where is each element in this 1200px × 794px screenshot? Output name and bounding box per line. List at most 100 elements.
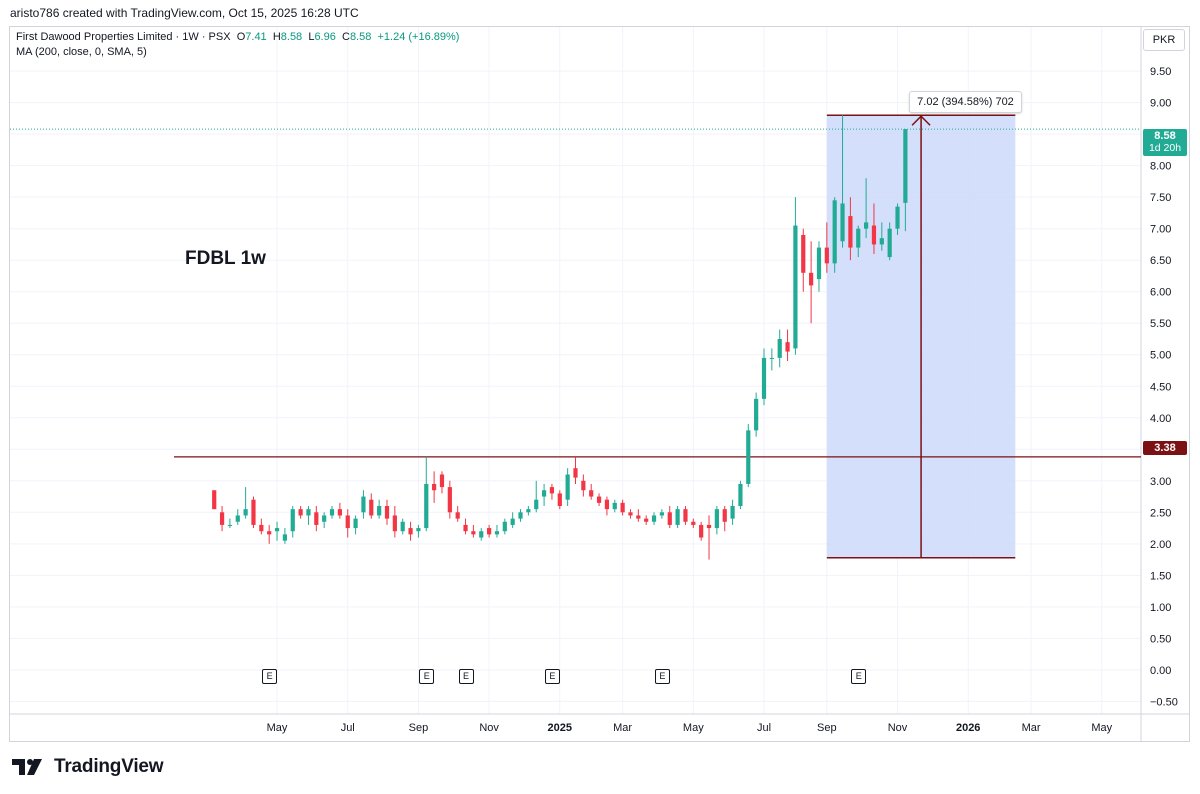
level-price-tag: 3.38 — [1143, 441, 1187, 455]
candle-body — [235, 515, 240, 522]
candle-body — [487, 528, 492, 535]
price-tick-label: 4.00 — [1150, 413, 1171, 425]
candle-body — [298, 509, 303, 516]
currency-button[interactable]: PKR — [1143, 29, 1185, 51]
candle-body — [329, 509, 335, 516]
candle-body — [565, 474, 570, 500]
time-axis-labels: May Jul Sep Nov 2025 Mar May Jul Sep Nov 2026 Mar Ma… — [267, 722, 1113, 734]
time-tick-label: Mar — [613, 722, 632, 734]
price-tick-label: 0.50 — [1150, 633, 1171, 645]
candle-body — [502, 521, 507, 532]
horizontal-level-line — [10, 128, 1141, 458]
candle-body — [219, 512, 225, 525]
bar-countdown: 1d 20h — [1148, 142, 1182, 154]
time-tick-label: Jul — [757, 722, 771, 734]
candle-body — [824, 247, 829, 264]
candle-body — [581, 480, 586, 491]
candle-body — [903, 129, 908, 203]
candle-body — [314, 512, 319, 525]
high-label: H — [272, 31, 281, 43]
earnings-marker[interactable]: E — [262, 669, 278, 684]
candle-body — [251, 499, 256, 525]
earnings-marker[interactable]: E — [544, 669, 560, 684]
low-label: L — [308, 31, 315, 43]
candle-body — [714, 509, 719, 529]
open-value: 7.41 — [245, 31, 267, 43]
earnings-marker[interactable]: E — [654, 669, 670, 684]
candle-body — [589, 490, 594, 497]
price-tick-label: 7.00 — [1150, 224, 1171, 236]
candle-body — [510, 518, 515, 525]
price-tick-label: 2.00 — [1150, 539, 1171, 551]
chart-title[interactable]: FDBL 1w — [185, 248, 266, 269]
earnings-marker[interactable]: E — [851, 669, 867, 684]
tradingview-logo[interactable]: TradingView — [12, 756, 164, 778]
candle-body — [636, 515, 641, 519]
candle-body — [596, 496, 602, 503]
candle-body — [416, 528, 421, 532]
candle-body — [879, 238, 884, 245]
candle-body — [738, 483, 743, 507]
time-tick-label: 2026 — [956, 722, 980, 734]
time-tick-label: May — [267, 722, 288, 734]
candle-body — [777, 338, 782, 358]
candle-body — [557, 493, 562, 507]
last-price-tag: 8.58 1d 20h — [1143, 129, 1187, 156]
candle-body — [455, 512, 460, 519]
price-tick-label: 7.50 — [1150, 192, 1171, 204]
price-tick-label: 6.50 — [1150, 255, 1171, 267]
candle-body — [494, 531, 500, 535]
candle-body — [274, 528, 280, 532]
candle-body — [612, 502, 617, 510]
price-tick-label: 9.50 — [1150, 66, 1171, 78]
price-tick-label: 1.00 — [1150, 602, 1171, 614]
candle-body — [659, 512, 664, 516]
candle-body — [259, 524, 264, 532]
high-value: 8.58 — [280, 31, 303, 43]
price-tick-label: 1.50 — [1150, 570, 1171, 582]
last-price-value: 8.58 — [1154, 130, 1176, 142]
candle-body — [816, 247, 822, 280]
candle-body — [832, 200, 837, 264]
time-tick-label: Mar — [1022, 722, 1041, 734]
candle-body — [541, 490, 547, 497]
candle-body — [337, 509, 342, 516]
candle-body — [345, 515, 350, 529]
time-tick-label: May — [683, 722, 704, 734]
candle-body — [361, 496, 366, 513]
price-tick-label: 5.00 — [1150, 350, 1171, 362]
candle-body — [604, 499, 610, 510]
candle-body — [384, 506, 390, 519]
price-tick-label: 3.00 — [1150, 476, 1171, 488]
earnings-marker[interactable]: E — [419, 669, 435, 684]
time-tick-label: Nov — [479, 722, 499, 734]
candle-body — [887, 228, 892, 258]
candle-body — [809, 272, 814, 286]
candle-body — [267, 531, 272, 535]
earnings-marker[interactable]: E — [458, 669, 474, 684]
candle-body — [290, 509, 295, 532]
indicator-legend[interactable]: MA (200, close, 0, SMA, 5) — [16, 46, 147, 58]
candle-body — [761, 357, 767, 399]
price-axis-labels: 9.509.008.508.007.507.006.506.005.505.00… — [1150, 66, 1178, 708]
candle-body — [793, 225, 798, 349]
candle-body — [895, 206, 900, 229]
price-tick-label: 2.50 — [1150, 507, 1171, 519]
candle-body — [651, 515, 657, 522]
candle-body — [463, 524, 468, 532]
price-tick-label: 0.00 — [1150, 665, 1171, 677]
price-tick-label: −0.50 — [1150, 696, 1178, 708]
candle-body — [479, 531, 484, 538]
price-tick-label: 6.00 — [1150, 287, 1171, 299]
symbol-legend: First Dawood Properties Limited · 1W · P… — [16, 31, 459, 43]
candle-body — [746, 430, 751, 484]
candle-body — [518, 512, 523, 519]
candle-body — [730, 506, 735, 519]
candle-body — [377, 506, 382, 516]
price-range-tool — [826, 114, 1016, 559]
candle-body — [282, 534, 287, 541]
candle-body — [392, 515, 397, 532]
close-value: 8.58 — [349, 31, 372, 43]
candle-body — [212, 490, 217, 510]
